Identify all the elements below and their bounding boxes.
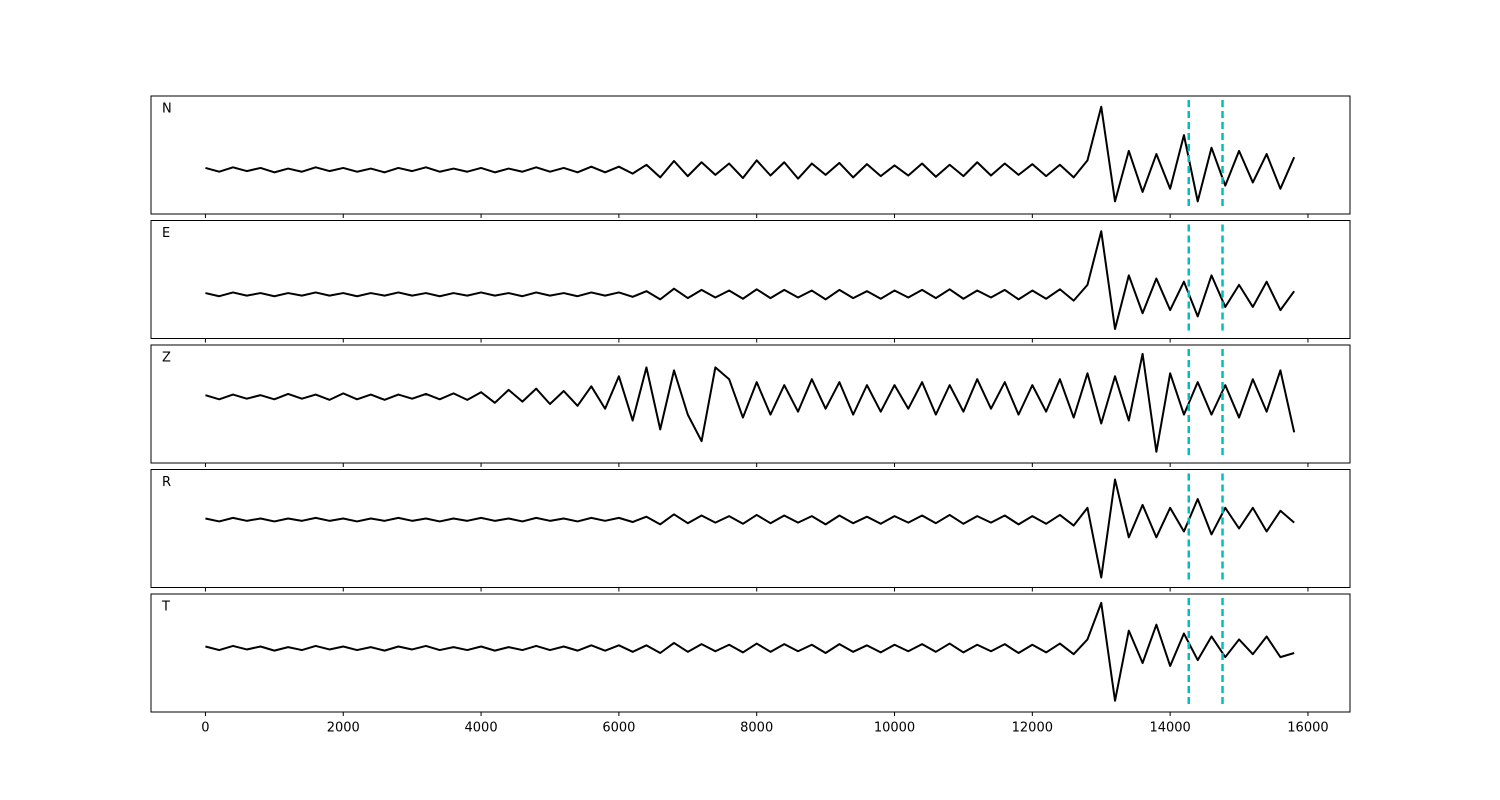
- panel-frame: [150, 220, 1351, 339]
- panel-frame: [150, 593, 1351, 713]
- panel-label: E: [162, 226, 170, 241]
- panel-label: R: [162, 475, 171, 490]
- trace: [205, 352, 1296, 453]
- x-tick-label: 4000: [465, 721, 498, 736]
- panel-frame: [150, 344, 1351, 464]
- trace: [205, 230, 1295, 331]
- x-tick-label: 2000: [327, 721, 360, 736]
- x-tick-label: 16000: [1287, 721, 1328, 736]
- x-tick-label: 0: [201, 721, 209, 736]
- panel-label: N: [162, 102, 172, 117]
- x-tick-label: 6000: [602, 721, 635, 736]
- trace: [205, 478, 1295, 579]
- panel-label: T: [161, 600, 170, 615]
- panel-label: Z: [162, 351, 171, 366]
- x-tick-label: 12000: [1012, 721, 1053, 736]
- x-tick-label: 10000: [874, 721, 915, 736]
- x-tick-label: 8000: [740, 721, 773, 736]
- x-tick-label: 14000: [1149, 721, 1190, 736]
- trace: [205, 601, 1295, 702]
- panel-frame: [150, 95, 1351, 215]
- trace: [205, 105, 1296, 203]
- panel-frame: [150, 469, 1351, 588]
